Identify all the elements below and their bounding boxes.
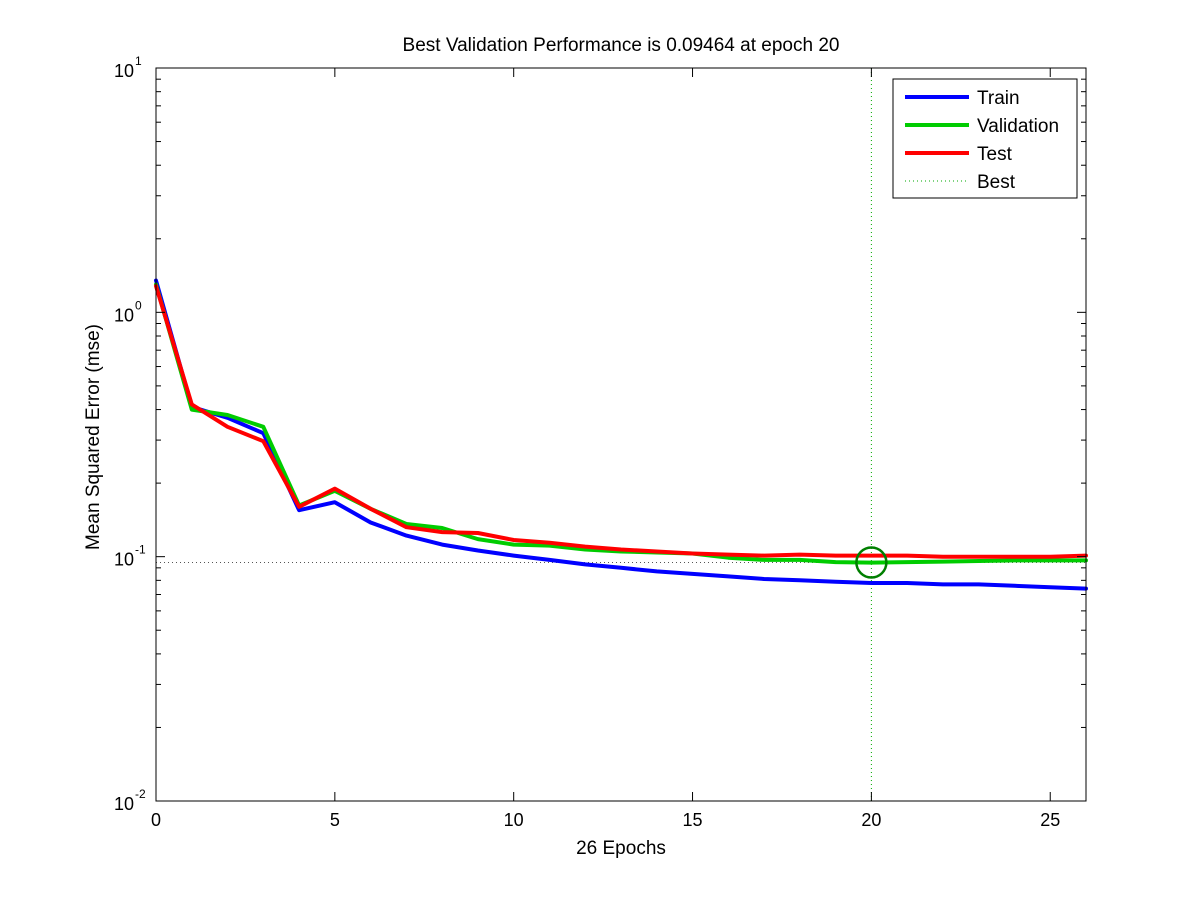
y-tick-label: 10 [114,305,134,325]
axes-box [155,67,1087,802]
series-train-line [154,278,1088,591]
legend-label-best: Best [977,172,1016,193]
legend: Train Validation Test Best [892,78,1078,199]
x-tick-label: 10 [504,810,524,830]
y-tick-exponent: 0 [135,298,142,312]
x-tick-label: 25 [1040,810,1060,830]
data-lines [154,68,1088,801]
x-tick-label: 5 [330,810,340,830]
y-tick-label: 10 [114,794,134,814]
y-tick-exponent: -2 [135,787,146,801]
y-tick-exponent: 1 [135,54,142,68]
legend-label-test: Test [977,144,1013,165]
x-axis-title: 26 Epochs [576,838,666,859]
x-tick-label: 15 [683,810,703,830]
legend-label-validation: Validation [977,116,1059,137]
best-point-marker [855,546,888,579]
legend-label-train: Train [977,88,1020,109]
series-test-line [154,284,1088,559]
x-tick-label: 0 [151,810,161,830]
y-axis-title: Mean Squared Error (mse) [83,324,104,550]
x-tick-label: 20 [861,810,881,830]
y-tick-label: 10 [114,550,134,570]
y-tick-exponent: -1 [135,543,146,557]
chart-title: Best Validation Performance is 0.09464 a… [403,35,840,56]
y-tick-label: 10 [114,61,134,81]
